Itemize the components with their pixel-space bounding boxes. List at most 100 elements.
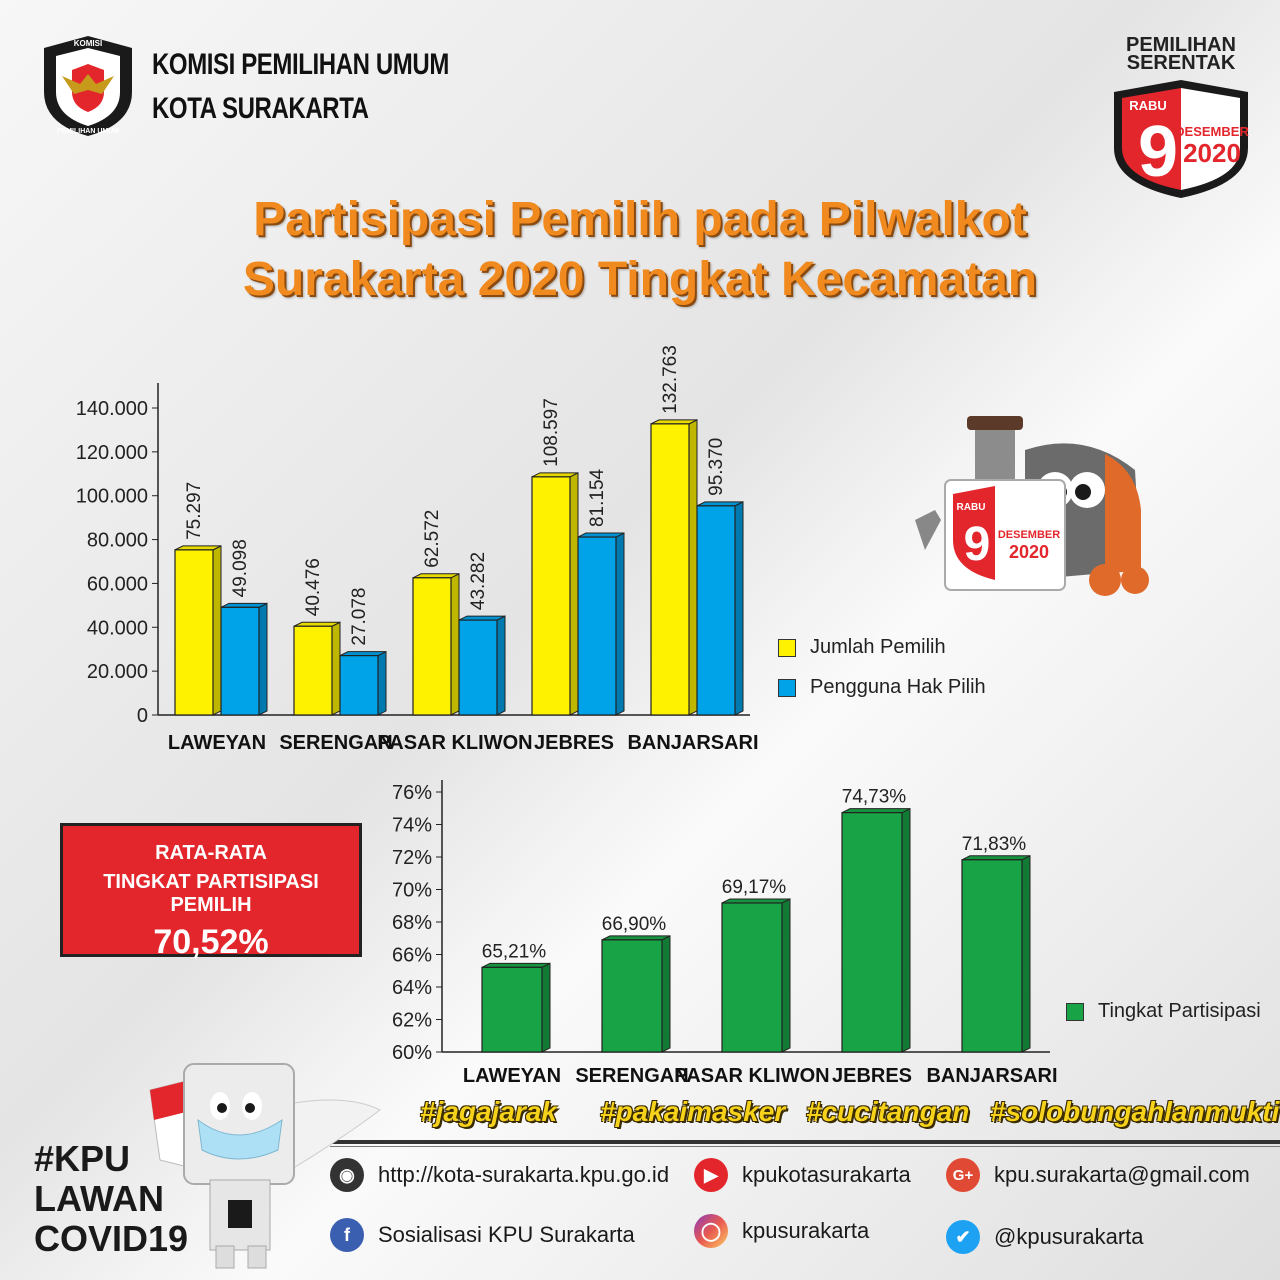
hashtag-cucitangan: #cucitangan: [806, 1096, 970, 1127]
kpu-logo: KOMISI PEMILIHAN UMUM: [44, 36, 132, 136]
facebook-name[interactable]: Sosialisasi KPU Surakarta: [378, 1222, 635, 1247]
logo-ring-bottom: PEMILIHAN UMUM: [57, 128, 119, 135]
y-tick-label: 0: [137, 705, 148, 727]
org-name-line1: KOMISI PEMILIHAN UMUM: [152, 48, 449, 81]
badge-day: RABU: [1129, 98, 1167, 113]
org-name-line2: KOTA SURAKARTA: [152, 92, 369, 125]
hashtag-jagajarak: #jagajarak: [420, 1096, 557, 1127]
value-label: 49.098: [230, 539, 251, 597]
y-tick-label: 40.000: [87, 617, 148, 639]
badge-month: DESEMBER: [1175, 124, 1249, 139]
bar-banjarsari-series1-front: [696, 505, 736, 716]
bar-pasar-kliwon-front: [721, 902, 783, 1053]
badge-line2: SERENTAK: [1126, 52, 1236, 74]
y-tick-label: 100.000: [76, 486, 148, 508]
bar-jebres-series0-side: [569, 472, 579, 716]
bar-pasar-kliwon-series0-front: [412, 577, 452, 716]
website-url[interactable]: http://kota-surakarta.kpu.go.id: [378, 1162, 670, 1187]
bar-banjarsari-series1-side: [734, 501, 744, 716]
page-title-line1: Partisipasi Pemilih pada Pilwalkot: [253, 193, 1027, 246]
value-label: 108.597: [541, 398, 562, 467]
email-address[interactable]: kpu.surakarta@gmail.com: [994, 1162, 1250, 1187]
bar-jebres-series1: [577, 532, 625, 716]
bar-laweyan-series0: [174, 545, 222, 716]
contact-instagram[interactable]: ◯ kpusurakarta: [694, 1214, 869, 1248]
contact-youtube[interactable]: ▶ kpukotasurakarta: [694, 1158, 911, 1192]
youtube-handle[interactable]: kpukotasurakarta: [742, 1162, 911, 1187]
contact-website[interactable]: ◉ http://kota-surakarta.kpu.go.id: [330, 1158, 669, 1192]
legend-item-tingkat-partisipasi: Tingkat Partisipasi: [1066, 1000, 1261, 1023]
mascot-train-illustration: RABU 9 DESEMBER 2020: [915, 416, 1149, 596]
bar-pasar-kliwon-series1-front: [458, 619, 498, 716]
average-label-line1: RATA-RATA: [155, 842, 267, 864]
bar-serengan-side: [661, 935, 671, 1053]
bar-pasar-kliwon-series1-side: [496, 615, 506, 716]
bar-jebres-series0-front: [531, 476, 571, 716]
header: KOMISI PEMILIHAN UMUM KOMISI PEMILIHAN U…: [40, 34, 500, 144]
average-value: 70,52%: [153, 923, 269, 961]
value-label: 132.763: [660, 345, 681, 414]
campaign-line3: COVID19: [34, 1218, 189, 1259]
y-tick-label: 120.000: [76, 442, 148, 464]
bar-laweyan-series0-side: [212, 545, 222, 716]
category-label: LAWEYAN: [463, 1065, 561, 1087]
instagram-icon: ◯: [694, 1214, 728, 1248]
bar-serengan-series1: [339, 650, 387, 716]
bar-banjarsari-series0: [650, 419, 698, 716]
badge-year: 2020: [1183, 138, 1241, 168]
contact-email[interactable]: G+ kpu.surakarta@gmail.com: [946, 1158, 1250, 1192]
mascot-ballot-box-illustration: [149, 1063, 381, 1269]
bar-pasar-kliwon-series0: [412, 572, 460, 716]
contact-twitter[interactable]: ✔ @kpusurakarta: [946, 1220, 1144, 1254]
y-tick-label: 60%: [392, 1042, 432, 1064]
y-tick-label: 68%: [392, 912, 432, 934]
bar-pasar-kliwon-series0-side: [450, 572, 460, 716]
voters-bar-chart: 0 20.000 40.000 60.000 80.000 100.000 120.000 1…: [76, 345, 759, 754]
youtube-icon: ▶: [694, 1158, 728, 1192]
category-label: BANJARSARI: [926, 1065, 1057, 1087]
value-label: 62.572: [422, 510, 443, 568]
globe-icon: ◉: [330, 1158, 364, 1192]
bar-laweyan-series1-top: [220, 602, 268, 608]
bar-serengan: [601, 935, 671, 1053]
y-tick-label: 20.000: [87, 661, 148, 683]
bar-jebres-front: [841, 812, 903, 1053]
category-label: JEBRES: [832, 1065, 912, 1087]
average-participation-box: RATA-RATA TINGKAT PARTISIPASI PEMILIH 70…: [60, 823, 362, 961]
category-label: JEBRES: [534, 732, 614, 754]
legend-label: Pengguna Hak Pilih: [810, 676, 986, 698]
average-label-line2: TINGKAT PARTISIPASI PEMILIH: [103, 871, 319, 916]
election-date-badge: PEMILIHAN SERENTAK RABU 9 DESEMBER 2020: [1106, 30, 1256, 200]
y-tick-label: 70%: [392, 880, 432, 902]
page-title-line2: Surakarta 2020 Tingkat Kecamatan: [242, 253, 1038, 306]
bar-laweyan: [481, 962, 551, 1053]
instagram-handle[interactable]: kpusurakarta: [742, 1218, 870, 1243]
google-plus-icon: G+: [946, 1158, 980, 1192]
value-label: 75.297: [184, 482, 205, 540]
bar-banjarsari-side: [1021, 854, 1031, 1053]
value-label: 40.476: [303, 558, 324, 616]
badge-line1: PEMILIHAN: [1126, 34, 1236, 56]
y-tick-label: 62%: [392, 1010, 432, 1032]
value-label: 66,90%: [602, 914, 667, 935]
bar-banjarsari-front: [961, 859, 1023, 1053]
bar-laweyan-side: [541, 962, 551, 1053]
bar-pasar-kliwon-side: [781, 898, 791, 1053]
y-tick-label: 72%: [392, 847, 432, 869]
bar-laweyan-front: [481, 966, 543, 1053]
twitter-handle[interactable]: @kpusurakarta: [994, 1224, 1144, 1249]
participation-bar-chart: 60% 62% 64% 66% 68% 70% 72% 74% 76% 65,21% LAWEYAN…: [392, 780, 1058, 1087]
y-tick-label: 80.000: [87, 530, 148, 552]
bar-pasar-kliwon: [721, 898, 791, 1053]
value-label: 27.078: [349, 587, 370, 645]
value-label: 65,21%: [482, 941, 547, 962]
bar-jebres-series1-side: [615, 532, 625, 716]
bar-laweyan-series0-front: [174, 549, 214, 716]
bar-banjarsari-series0-side: [688, 419, 698, 716]
y-tick-label: 64%: [392, 977, 432, 999]
mascot-train-date-number: 9: [964, 518, 991, 571]
date-shield-icon: RABU 9 DESEMBER 2020: [1114, 80, 1249, 198]
contact-facebook[interactable]: f Sosialisasi KPU Surakarta: [330, 1218, 635, 1252]
y-tick-label: 66%: [392, 945, 432, 967]
bar-banjarsari-series0-top: [650, 419, 698, 425]
